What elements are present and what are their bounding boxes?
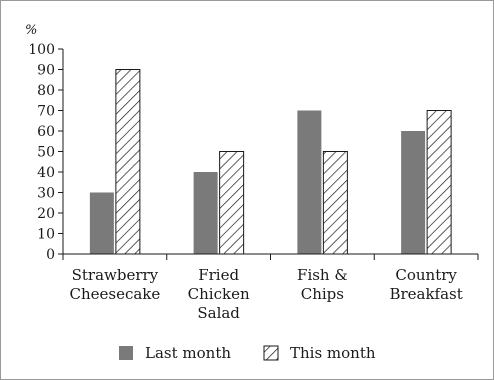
y-tick-label: 20 <box>37 206 55 222</box>
y-tick-label: 60 <box>37 124 55 140</box>
bar-this-month <box>322 151 348 255</box>
x-category-label-line: Chicken <box>188 285 250 303</box>
x-category-label-line: Country <box>395 266 457 284</box>
x-axis: Strawberry Cheesecake Fried Chicken Salad Fis… <box>62 253 479 322</box>
legend-label: This month <box>290 344 376 362</box>
x-category-label-line: Fried <box>198 266 239 284</box>
legend-label: Last month <box>145 344 231 362</box>
y-tick-label: 40 <box>37 165 55 181</box>
y-tick-label: 80 <box>37 83 55 99</box>
legend-swatch <box>119 346 133 360</box>
y-tick-label: 70 <box>37 104 55 120</box>
y-tick-label: 90 <box>37 63 55 79</box>
x-category-label-line: Strawberry <box>72 266 159 284</box>
x-category-label-line: Fish & <box>297 266 348 284</box>
x-category-label-line: Cheesecake <box>69 285 160 303</box>
bar-this-month <box>115 69 141 255</box>
x-category-label: Fried Chicken Salad <box>188 266 250 322</box>
x-category-label: Fish & Chips <box>297 266 348 303</box>
y-unit-label: % <box>25 23 37 38</box>
y-tick-label: 30 <box>37 186 55 202</box>
y-tick-label: 10 <box>37 227 55 243</box>
x-category-label-line: Salad <box>197 304 240 322</box>
legend: Last month This month <box>119 344 376 362</box>
y-tick-label: 0 <box>46 247 55 263</box>
y-tick-label: 100 <box>28 42 55 58</box>
y-axis: 0 10 20 30 40 50 60 70 80 90 100 <box>28 42 64 263</box>
bar-this-month <box>426 110 452 255</box>
x-category-label: Country Breakfast <box>389 266 462 303</box>
y-tick-label: 50 <box>37 145 55 161</box>
x-category-label: Strawberry Cheesecake <box>69 266 160 303</box>
bar-last-month <box>297 110 322 254</box>
x-category-label-line: Breakfast <box>389 285 462 303</box>
bar-last-month <box>193 172 218 254</box>
bars <box>89 69 452 255</box>
legend-swatch <box>263 345 279 361</box>
bar-last-month <box>401 131 426 254</box>
bar-this-month <box>219 151 245 255</box>
bar-last-month <box>89 192 114 254</box>
x-category-label-line: Chips <box>301 285 344 303</box>
